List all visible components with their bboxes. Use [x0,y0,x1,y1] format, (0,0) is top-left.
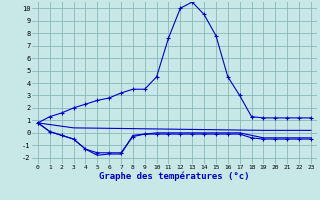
X-axis label: Graphe des températures (°c): Graphe des températures (°c) [99,172,250,181]
